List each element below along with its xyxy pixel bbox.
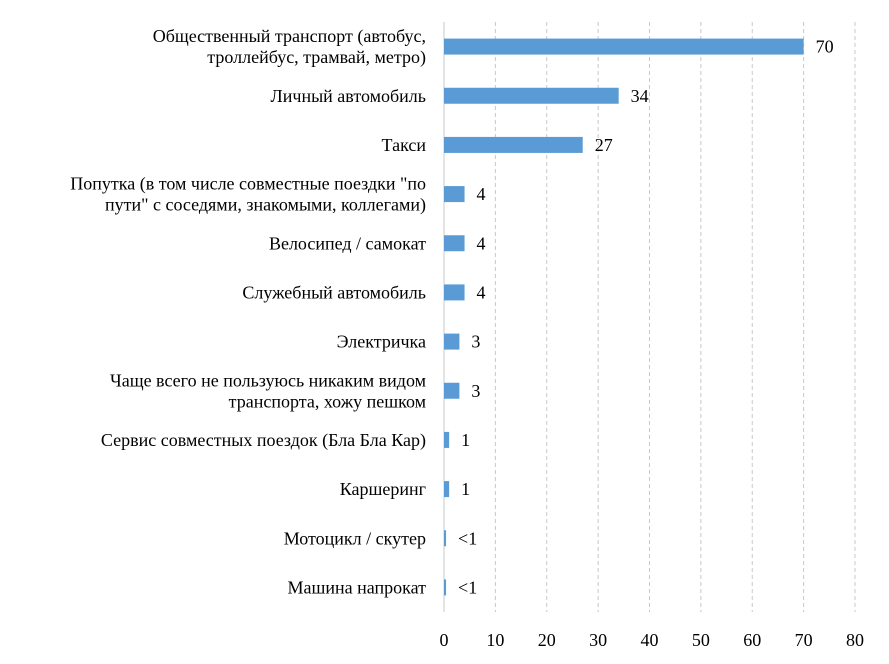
bar [444, 38, 804, 55]
category-label-line: Личный автомобиль [271, 86, 426, 106]
category-label: Чаще всего не пользуюсь никаким видом тра… [110, 370, 426, 411]
x-tick-label: 10 [486, 630, 504, 650]
category-label-line: Машина напрокат [288, 577, 427, 597]
category-label: Электричка [337, 332, 426, 352]
value-label: 1 [461, 479, 470, 499]
x-tick-label: 80 [846, 630, 864, 650]
category-label-line: троллейбус, трамвай, метро) [207, 47, 426, 68]
grid [443, 22, 856, 612]
x-tick-label: 40 [641, 630, 659, 650]
category-label-line: Велосипед / самокат [269, 233, 426, 253]
category-label-line: Общественный транспорт (автобус, [153, 26, 426, 47]
value-label: 3 [471, 381, 480, 401]
value-label: 4 [477, 233, 486, 253]
category-label: Попутка (в том числе совместные поездки … [70, 174, 426, 216]
value-label: 1 [461, 430, 470, 450]
category-label-line: Попутка (в том числе совместные поездки … [70, 174, 426, 195]
category-label-line: пути" с соседями, знакомыми, коллегами) [105, 195, 426, 216]
bar [444, 235, 465, 252]
category-label-line: транспорта, хожу пешком [229, 391, 426, 411]
bar [444, 284, 465, 301]
category-label: Мотоцикл / скутер [284, 528, 426, 548]
bars [444, 38, 804, 596]
value-label: 3 [471, 332, 480, 352]
category-label-line: Каршеринг [340, 479, 426, 499]
bar [444, 87, 619, 104]
value-labels: 70 34 27 4 4 4 3 3 1 1 <1 <1 [458, 37, 834, 598]
category-label: Машина напрокат [288, 577, 427, 597]
category-label: Каршеринг [340, 479, 426, 499]
category-label-line: Служебный автомобиль [242, 282, 426, 302]
category-labels: Общественный транспорт (автобус, троллейб… [70, 26, 426, 597]
category-label: Сервис совместных поездок (Бла Бла Кар) [101, 430, 426, 451]
category-label: Такси [382, 135, 427, 155]
value-label: 4 [477, 184, 486, 204]
value-label: <1 [458, 577, 477, 597]
bar [444, 333, 460, 350]
category-label: Велосипед / самокат [269, 233, 426, 253]
category-label: Служебный автомобиль [242, 282, 426, 302]
value-label: 27 [595, 135, 613, 155]
bar [444, 579, 447, 596]
category-label: Личный автомобиль [271, 86, 426, 106]
value-label: 34 [631, 86, 649, 106]
x-axis-ticks: 0 10 20 30 40 50 60 70 80 [440, 630, 865, 650]
x-tick-label: 0 [440, 630, 449, 650]
category-label: Общественный транспорт (автобус, троллейб… [153, 26, 426, 68]
category-label-line: Электричка [337, 332, 426, 352]
x-tick-label: 30 [589, 630, 607, 650]
category-label-line: Такси [382, 135, 427, 155]
x-tick-label: 20 [538, 630, 556, 650]
category-label-line: Сервис совместных поездок (Бла Бла Кар) [101, 430, 426, 451]
x-tick-label: 50 [692, 630, 710, 650]
x-tick-label: 60 [743, 630, 761, 650]
value-label: 4 [477, 282, 486, 302]
value-label: 70 [816, 37, 834, 57]
bar [444, 481, 450, 498]
category-label-line: Мотоцикл / скутер [284, 528, 426, 548]
x-tick-label: 70 [795, 630, 813, 650]
value-label: <1 [458, 528, 477, 548]
category-label-line: Чаще всего не пользуюсь никаким видом [110, 370, 426, 390]
bar [444, 136, 583, 153]
bar [444, 382, 460, 399]
bar [444, 186, 465, 203]
bar [444, 431, 450, 448]
bar [444, 530, 447, 547]
